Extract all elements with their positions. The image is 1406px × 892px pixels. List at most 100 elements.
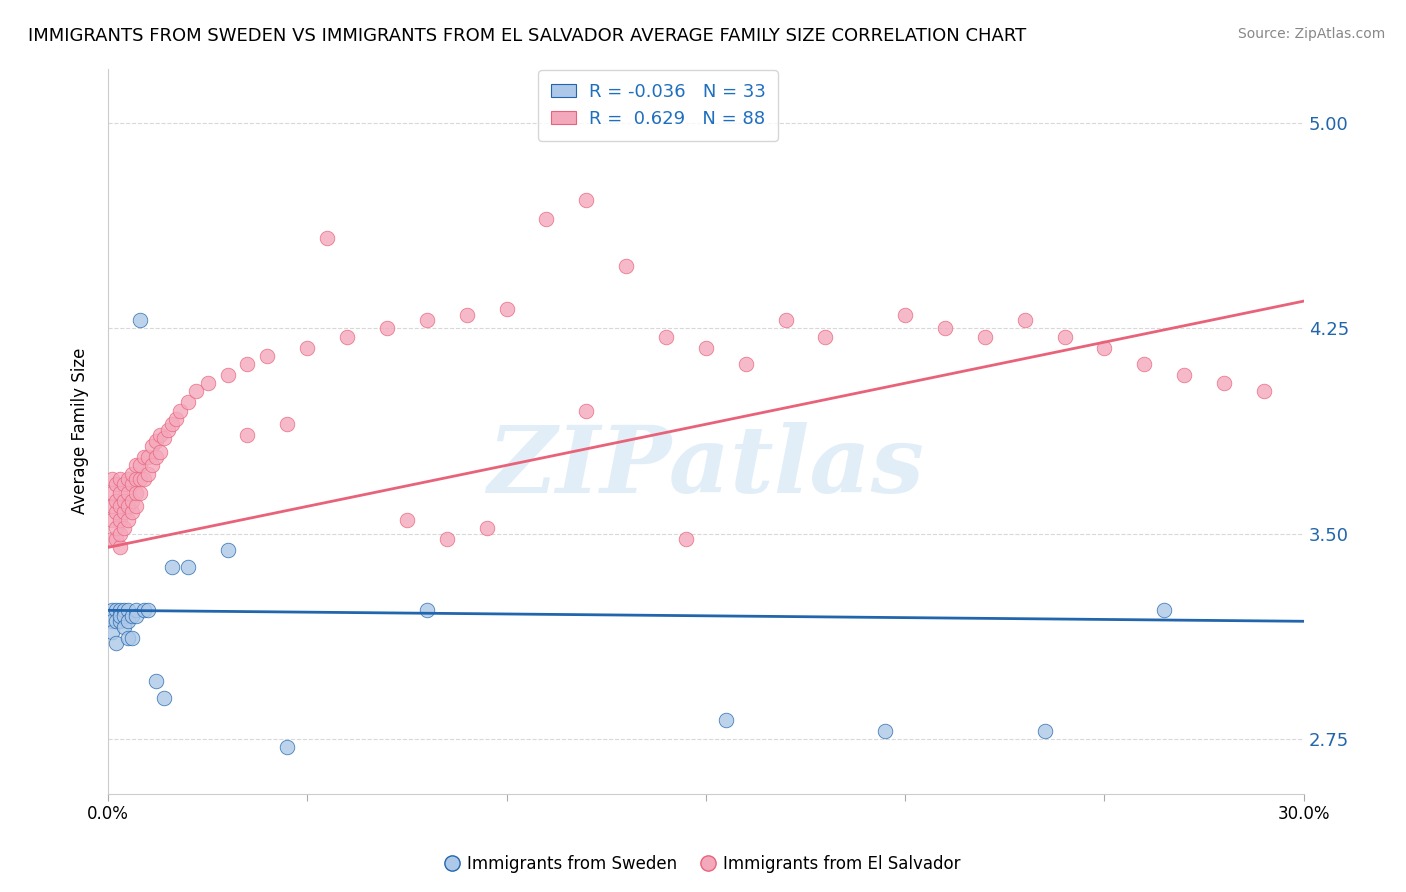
Point — [108, 608, 131, 623]
Point — [875, 723, 897, 738]
Point — [149, 444, 172, 458]
Point — [436, 532, 458, 546]
Point — [112, 603, 135, 617]
Point — [714, 713, 737, 727]
Point — [125, 608, 148, 623]
Point — [132, 603, 155, 617]
Point — [128, 458, 150, 473]
Text: ZIPatlas: ZIPatlas — [488, 422, 924, 512]
Point — [128, 313, 150, 327]
Point — [125, 458, 148, 473]
Point — [734, 357, 756, 371]
Point — [814, 329, 837, 343]
Point — [125, 603, 148, 617]
Point — [112, 505, 135, 519]
Point — [614, 259, 637, 273]
Point — [160, 559, 183, 574]
Point — [152, 690, 174, 705]
Point — [117, 500, 139, 514]
Point — [1173, 368, 1195, 382]
Point — [575, 403, 598, 417]
Point — [101, 615, 124, 629]
Point — [121, 494, 143, 508]
Point — [104, 636, 127, 650]
Point — [104, 521, 127, 535]
Point — [101, 500, 124, 514]
Point — [1133, 357, 1156, 371]
Point — [112, 608, 135, 623]
Point — [117, 615, 139, 629]
Point — [276, 740, 298, 755]
Point — [934, 321, 956, 335]
Point — [256, 349, 278, 363]
Point — [1253, 384, 1275, 399]
Point — [108, 500, 131, 514]
Point — [675, 532, 697, 546]
Point — [1153, 603, 1175, 617]
Point — [145, 674, 167, 689]
Point — [117, 472, 139, 486]
Point — [104, 532, 127, 546]
Point — [536, 212, 558, 227]
Point — [117, 485, 139, 500]
Point — [395, 513, 418, 527]
Point — [101, 625, 124, 640]
Point — [297, 341, 319, 355]
Point — [416, 313, 439, 327]
Point — [160, 417, 183, 432]
Point — [276, 417, 298, 432]
Legend: R = -0.036   N = 33, R =  0.629   N = 88: R = -0.036 N = 33, R = 0.629 N = 88 — [538, 70, 778, 141]
Point — [145, 450, 167, 464]
Point — [165, 411, 187, 425]
Point — [125, 500, 148, 514]
Point — [149, 428, 172, 442]
Point — [152, 431, 174, 445]
Point — [108, 526, 131, 541]
Point — [475, 521, 498, 535]
Point — [156, 423, 179, 437]
Y-axis label: Average Family Size: Average Family Size — [72, 348, 89, 515]
Point — [1053, 329, 1076, 343]
Point — [136, 603, 159, 617]
Point — [104, 603, 127, 617]
Point — [117, 603, 139, 617]
Point — [112, 494, 135, 508]
Point — [169, 403, 191, 417]
Point — [217, 543, 239, 558]
Text: IMMIGRANTS FROM SWEDEN VS IMMIGRANTS FROM EL SALVADOR AVERAGE FAMILY SIZE CORREL: IMMIGRANTS FROM SWEDEN VS IMMIGRANTS FRO… — [28, 27, 1026, 45]
Point — [121, 467, 143, 481]
Point — [141, 439, 163, 453]
Point — [1094, 341, 1116, 355]
Point — [375, 321, 398, 335]
Point — [197, 376, 219, 391]
Legend: Immigrants from Sweden, Immigrants from El Salvador: Immigrants from Sweden, Immigrants from … — [439, 848, 967, 880]
Point — [1033, 723, 1056, 738]
Point — [104, 505, 127, 519]
Point — [177, 395, 200, 409]
Point — [236, 357, 259, 371]
Point — [456, 308, 478, 322]
Point — [973, 329, 995, 343]
Point — [894, 308, 917, 322]
Point — [128, 485, 150, 500]
Point — [108, 513, 131, 527]
Point — [121, 631, 143, 645]
Point — [117, 513, 139, 527]
Point — [695, 341, 717, 355]
Point — [132, 450, 155, 464]
Point — [108, 615, 131, 629]
Point — [112, 477, 135, 491]
Point — [132, 472, 155, 486]
Point — [104, 615, 127, 629]
Point — [117, 631, 139, 645]
Point — [108, 485, 131, 500]
Point — [104, 494, 127, 508]
Point — [125, 472, 148, 486]
Point — [136, 450, 159, 464]
Point — [141, 458, 163, 473]
Point — [101, 513, 124, 527]
Point — [575, 193, 598, 207]
Point — [775, 313, 797, 327]
Point — [145, 434, 167, 448]
Point — [416, 603, 439, 617]
